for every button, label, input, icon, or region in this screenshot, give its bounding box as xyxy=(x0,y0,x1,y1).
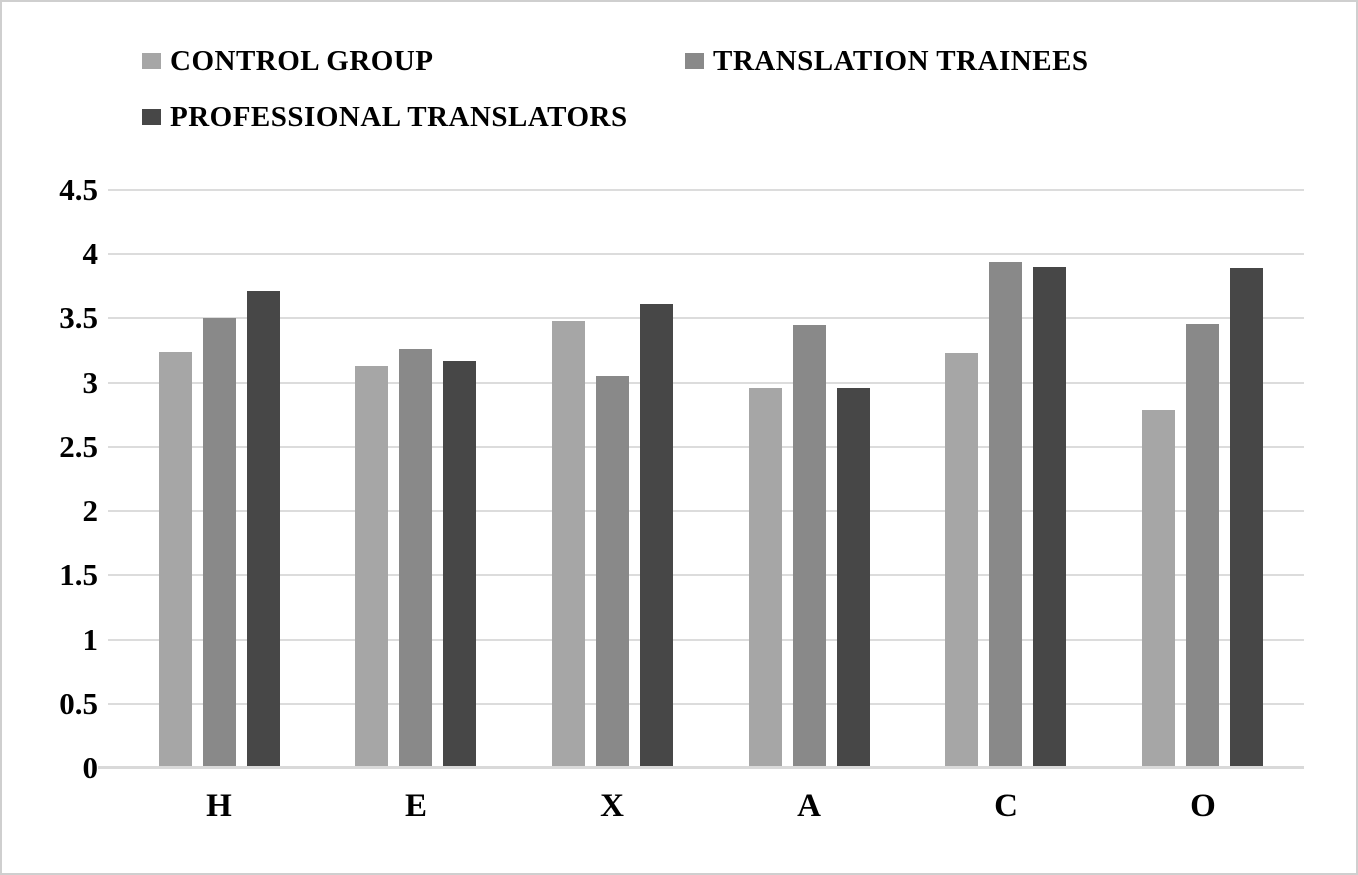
gridline xyxy=(108,253,1304,256)
bar-x-series-2 xyxy=(640,304,673,766)
bar-x-series-1 xyxy=(596,376,629,766)
y-axis-tick-label: 3.5 xyxy=(59,300,98,336)
bar-h-series-0 xyxy=(159,352,192,766)
gridline xyxy=(108,574,1304,577)
x-axis-category-label: O xyxy=(1190,788,1216,824)
legend-swatch-translation-trainees-icon xyxy=(685,53,704,69)
x-axis-category-label: X xyxy=(600,788,624,824)
bar-e-series-2 xyxy=(443,361,476,766)
bar-h-series-1 xyxy=(203,318,236,766)
y-axis-tick-label: 4.5 xyxy=(59,172,98,208)
y-axis-tick-label: 0 xyxy=(82,750,99,785)
y-axis-tick-label: 2.5 xyxy=(59,428,98,464)
gridline xyxy=(108,317,1304,320)
bar-e-series-1 xyxy=(399,349,432,766)
gridline xyxy=(108,381,1304,384)
legend-label-control-group: CONTROL GROUP xyxy=(170,44,434,77)
y-axis-tick-label: 4 xyxy=(82,236,99,272)
gridline xyxy=(108,445,1304,448)
bar-a-series-0 xyxy=(749,388,782,766)
legend-item-translation-trainees: TRANSLATION TRAINEES xyxy=(685,44,1089,78)
x-axis-line xyxy=(98,766,1304,769)
gridline xyxy=(108,510,1304,513)
bar-o-series-1 xyxy=(1186,324,1219,766)
bar-x-series-0 xyxy=(552,321,585,766)
bar-a-series-2 xyxy=(837,388,870,766)
y-axis-tick-label: 1.5 xyxy=(59,557,98,593)
x-axis-category-label: E xyxy=(404,788,427,824)
x-axis-category-label: C xyxy=(994,788,1018,824)
legend-item-control-group: CONTROL GROUP xyxy=(142,44,434,78)
bar-o-series-2 xyxy=(1230,268,1263,766)
gridline xyxy=(108,702,1304,705)
y-axis-tick-label: 1 xyxy=(82,621,99,657)
x-axis-category-label: H xyxy=(206,788,232,824)
legend-label-professional-translators: PROFESSIONAL TRANSLATORS xyxy=(170,100,628,133)
y-axis-tick-label: 3 xyxy=(82,364,99,400)
legend-label-translation-trainees: TRANSLATION TRAINEES xyxy=(713,44,1089,77)
bar-o-series-0 xyxy=(1142,410,1175,766)
bar-c-series-1 xyxy=(989,262,1022,766)
bar-a-series-1 xyxy=(793,325,826,766)
gridline xyxy=(108,189,1304,192)
bar-c-series-0 xyxy=(945,353,978,766)
legend-item-professional-translators: PROFESSIONAL TRANSLATORS xyxy=(142,100,628,134)
legend-swatch-professional-translators-icon xyxy=(142,109,161,125)
bar-e-series-0 xyxy=(355,366,388,766)
x-axis-category-label: A xyxy=(797,788,821,824)
y-axis-tick-label: 0.5 xyxy=(59,685,98,721)
y-axis-tick-label: 2 xyxy=(82,493,99,529)
legend-swatch-control-group-icon xyxy=(142,53,161,69)
gridline xyxy=(108,638,1304,641)
bar-h-series-2 xyxy=(247,291,280,766)
bar-c-series-2 xyxy=(1033,267,1066,766)
